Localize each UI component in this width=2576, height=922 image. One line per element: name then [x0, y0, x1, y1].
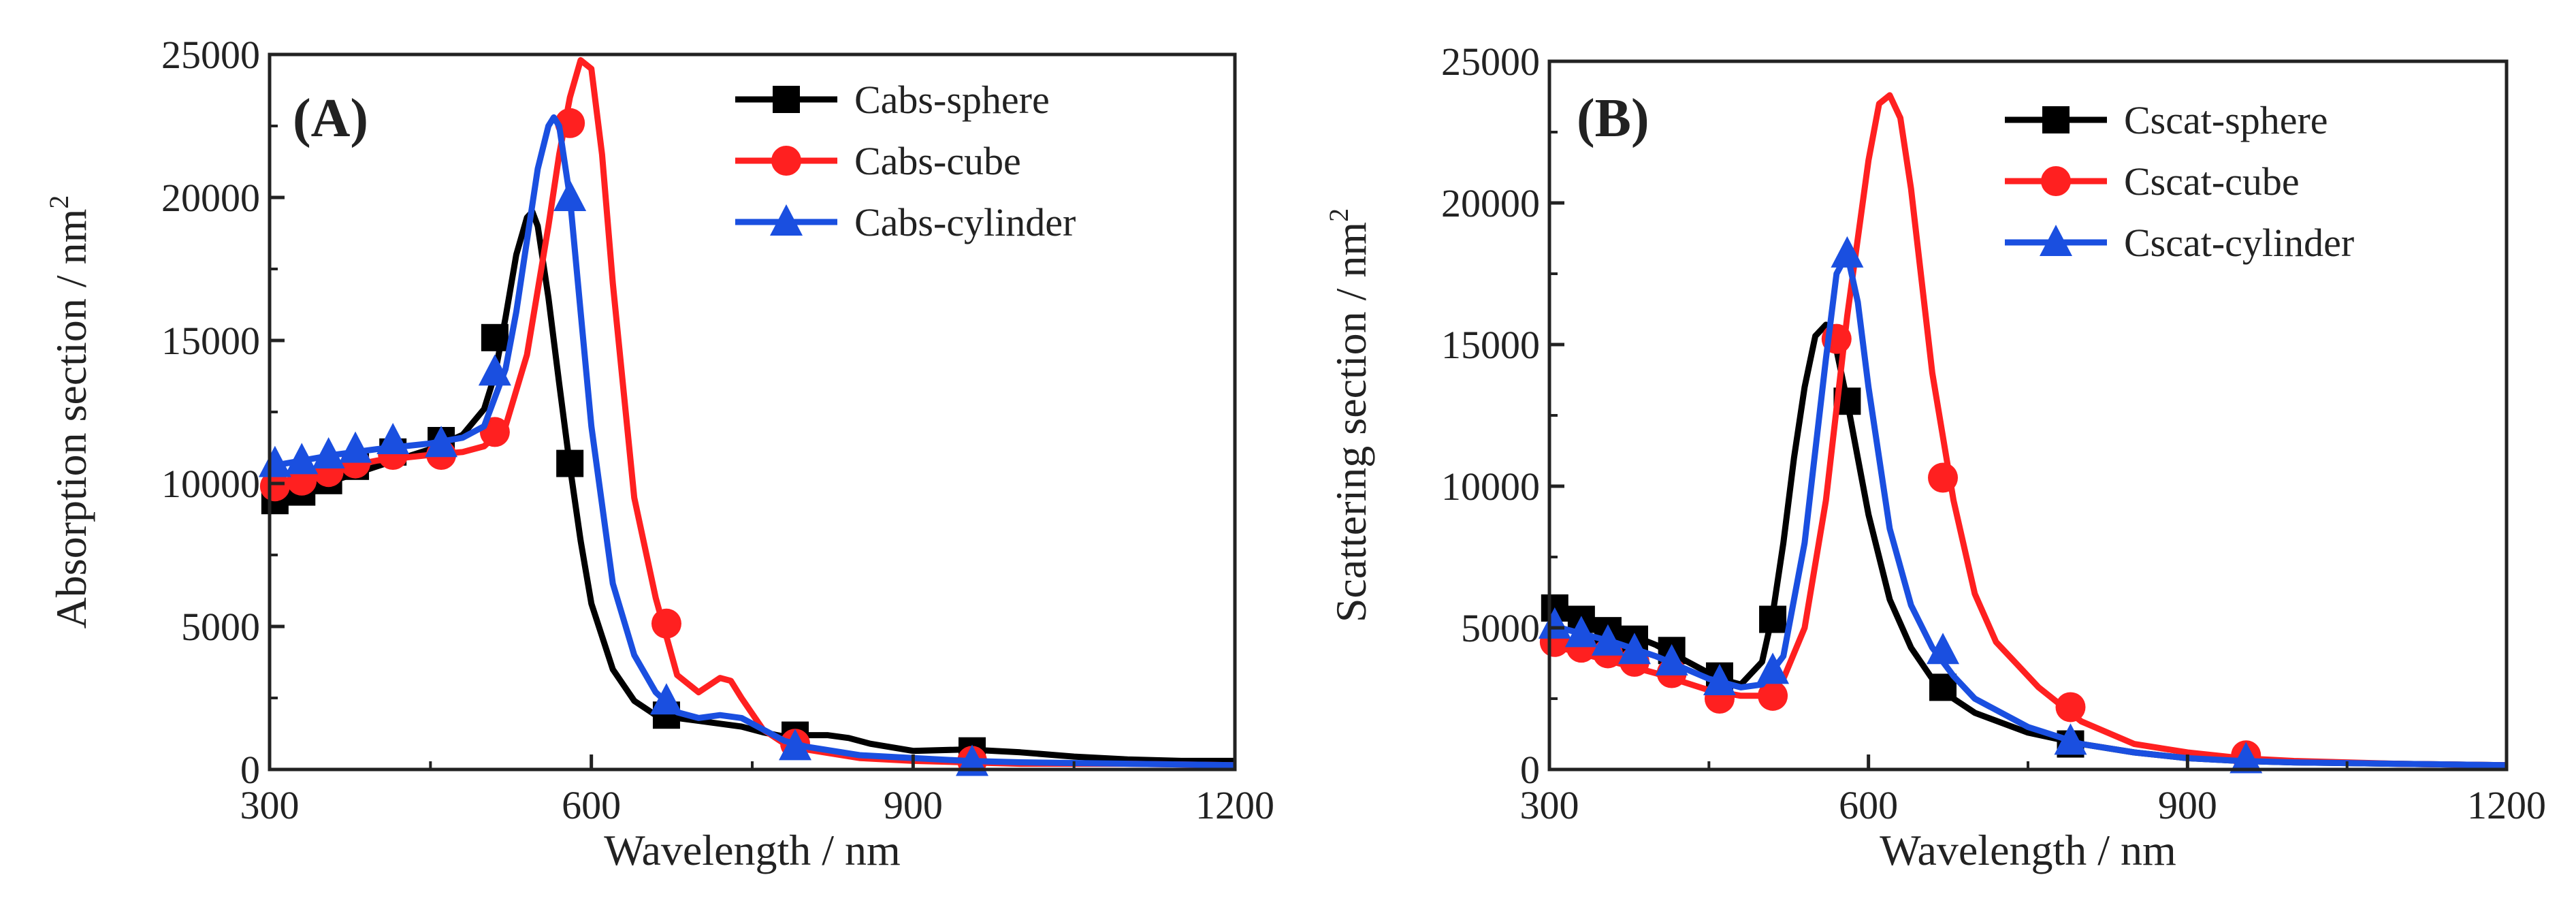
panel-b-y-tick-label-0: 0 — [1520, 748, 1540, 792]
panel-b-legend-label-2: Cscat-cylinder — [2124, 221, 2354, 265]
panel-b-y-axis-title-text: Scattering section / nm2 — [1323, 208, 1375, 622]
panel-b-point-Cscat-cylinder-9 — [2054, 723, 2087, 755]
panel-b-legend-marker-1 — [2041, 166, 2071, 196]
panel-a-point-Cabs-cylinder-0 — [258, 445, 291, 477]
panel-b-point-Cscat-cube-6 — [1758, 680, 1788, 711]
panel-b-legend-label-1: Cscat-cube — [2124, 159, 2300, 204]
panel-b-point-Cscat-cylinder-8 — [1927, 633, 1960, 665]
panel-a-x-axis-title: Wavelength / nm — [604, 826, 901, 874]
panel-b-point-Cscat-sphere-6 — [1759, 605, 1787, 633]
panel-a-series-line-Cabs-sphere — [268, 208, 1235, 764]
panel-a-point-Cabs-cylinder-5 — [425, 426, 458, 458]
panel-a-y-tick-label-5: 25000 — [161, 33, 260, 77]
panel-a-ticks: 300 600 900 1200 0 5000 10000 15000 20000 25000 — [161, 33, 1274, 827]
panel-a-y-tick-label-4: 20000 — [161, 176, 260, 220]
panel-b-series-line-Cscat-cylinder — [1548, 251, 2507, 769]
panel-b-y-tick-label-3: 15000 — [1441, 323, 1540, 367]
panel-a-point-Cabs-cylinder-9 — [779, 729, 812, 761]
panel-b-point-Cscat-cylinder-4 — [1655, 643, 1688, 675]
panel-a-y-tick-label-2: 10000 — [161, 462, 260, 506]
panel-a-legend-marker-2 — [770, 204, 803, 236]
panel-b-y-axis-title: Scattering section / nm2 — [1323, 208, 1375, 622]
panel-b-y-tick-label-4: 20000 — [1441, 181, 1540, 225]
panel-b: 300 600 900 1200 0 5000 10000 15000 20000 25000 (… — [1323, 39, 2546, 874]
panel-a-legend-label-0: Cabs-sphere — [854, 78, 1050, 122]
panel-a-point-Cabs-cube-8 — [651, 608, 681, 639]
panel-b-legend-marker-2 — [2040, 225, 2072, 256]
panel-a-y-tick-label-0: 0 — [240, 748, 260, 792]
panel-a-point-Cabs-cube-0 — [259, 471, 290, 502]
panel-b-point-Cscat-cylinder-10 — [2229, 742, 2263, 774]
panel-a-x-tick-label-1: 600 — [562, 783, 621, 827]
panel-a-legend-label-2: Cabs-cylinder — [854, 200, 1076, 244]
panel-b-x-tick-label-1: 600 — [1839, 783, 1898, 827]
panel-b-y-tick-label-1: 5000 — [1461, 606, 1540, 650]
panel-b-series-line-Cscat-sphere — [1548, 321, 2507, 769]
panel-b-x-tick-label-3: 1200 — [2467, 783, 2546, 827]
panel-b-point-Cscat-cube-8 — [1928, 462, 1959, 493]
panel-b-point-Cscat-cylinder-6 — [1756, 652, 1790, 684]
panel-b-point-Cscat-cylinder-2 — [1591, 624, 1624, 656]
panel-b-point-Cscat-cylinder-7 — [1831, 236, 1864, 268]
panel-a-x-tick-label-2: 900 — [884, 783, 943, 827]
panel-b-point-Cscat-cylinder-0 — [1538, 607, 1571, 639]
panel-b-x-axis-title: Wavelength / nm — [1880, 826, 2176, 874]
panel-a-point-Cabs-sphere-6 — [481, 323, 509, 351]
panel-b-legend: Cscat-sphere Cscat-cube Cscat-cylinder — [2005, 98, 2354, 265]
panel-b-point-Cscat-cylinder-3 — [1617, 633, 1651, 665]
panel-a-y-axis-title-sup: 2 — [44, 195, 74, 209]
panel-a-y-tick-label-3: 15000 — [161, 319, 260, 363]
panel-b-x-tick-label-0: 300 — [1520, 783, 1579, 827]
panel-b-label: (B) — [1577, 89, 1649, 148]
panel-a-point-Cabs-cylinder-2 — [312, 437, 345, 468]
panel-b-ticks: 300 600 900 1200 0 5000 10000 15000 20000 25000 — [1441, 39, 2546, 827]
panel-b-point-Cscat-cylinder-1 — [1564, 616, 1598, 648]
panel-b-y-axis-title-main: Scattering section / nm — [1327, 222, 1375, 622]
panel-b-point-Cscat-cylinder-5 — [1703, 664, 1736, 696]
panel-a-x-tick-label-0: 300 — [240, 783, 300, 827]
panel-a-legend: Cabs-sphere Cabs-cube Cabs-cylinder — [735, 78, 1076, 244]
panel-a: 300 600 900 1200 0 5000 10000 15000 20000 25000 (… — [44, 33, 1274, 874]
panel-b-y-tick-label-2: 10000 — [1441, 464, 1540, 509]
panel-a-point-Cabs-cylinder-8 — [649, 683, 683, 715]
panel-a-point-Cabs-cylinder-7 — [553, 180, 587, 211]
panel-a-y-axis-title-main: Absorption section / nm — [47, 209, 95, 629]
panel-a-y-axis-title: Absorption section / nm2 — [44, 195, 95, 629]
panel-b-legend-label-0: Cscat-sphere — [2124, 98, 2328, 142]
panel-a-legend-label-1: Cabs-cube — [854, 139, 1021, 183]
panel-a-legend-marker-1 — [771, 146, 801, 176]
panel-b-y-tick-label-5: 25000 — [1441, 39, 1540, 84]
panel-a-point-Cabs-cylinder-4 — [376, 423, 410, 454]
panel-a-y-tick-label-1: 5000 — [181, 605, 260, 649]
panel-a-series-line-Cabs-cylinder — [269, 114, 1236, 769]
panel-a-point-Cabs-cylinder-6 — [478, 354, 511, 386]
panel-b-y-axis-title-sup: 2 — [1323, 208, 1354, 222]
panel-a-x-tick-label-3: 1200 — [1195, 783, 1274, 827]
panel-a-label: (A) — [293, 89, 368, 148]
panel-a-legend-marker-0 — [773, 86, 800, 113]
panel-a-point-Cabs-sphere-7 — [556, 449, 584, 477]
panel-a-series-line-Cabs-cube — [268, 57, 1236, 769]
panel-a-y-axis-title-text: Absorption section / nm2 — [44, 195, 95, 629]
panel-b-point-Cscat-cube-9 — [2055, 692, 2086, 722]
panel-a-series — [258, 57, 1236, 776]
panel-b-x-tick-label-2: 900 — [2158, 783, 2217, 827]
panel-b-legend-marker-0 — [2042, 106, 2070, 133]
panel-b-series — [1538, 92, 2507, 774]
panel-a-point-Cabs-cylinder-1 — [285, 443, 319, 475]
panel-a-point-Cabs-cylinder-3 — [339, 431, 372, 463]
